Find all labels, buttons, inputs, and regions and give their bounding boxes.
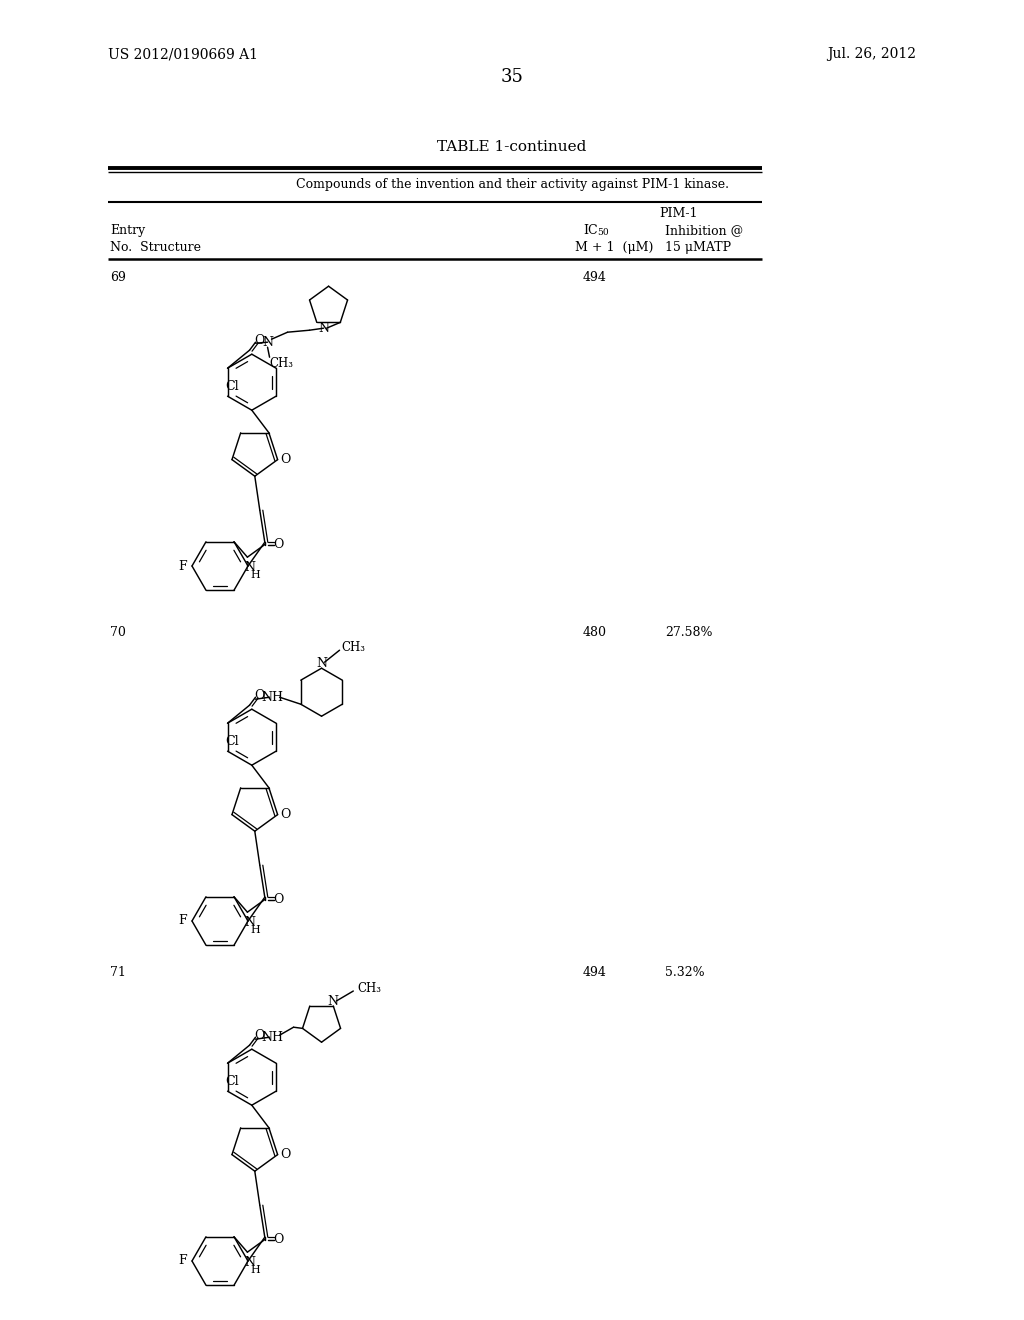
Text: Entry: Entry [110, 224, 145, 238]
Text: N: N [316, 657, 327, 669]
Text: 70: 70 [110, 626, 126, 639]
Text: N: N [244, 561, 255, 574]
Text: O: O [281, 1148, 291, 1162]
Text: M + 1  (μM): M + 1 (μM) [575, 242, 653, 253]
Text: CH₃: CH₃ [269, 356, 294, 370]
Text: Compounds of the invention and their activity against PIM-1 kinase.: Compounds of the invention and their act… [296, 178, 728, 191]
Text: O: O [273, 539, 284, 550]
Text: 494: 494 [583, 271, 607, 284]
Text: H: H [251, 925, 260, 935]
Text: H: H [251, 1265, 260, 1275]
Text: O: O [254, 689, 265, 702]
Text: N: N [318, 322, 329, 335]
Text: CH₃: CH₃ [357, 982, 381, 994]
Text: 50: 50 [597, 228, 608, 238]
Text: IC: IC [583, 224, 598, 238]
Text: O: O [273, 1233, 284, 1246]
Text: Cl: Cl [225, 380, 240, 393]
Text: 494: 494 [583, 966, 607, 979]
Text: N: N [328, 994, 339, 1007]
Text: 15 μMATP: 15 μMATP [665, 242, 731, 253]
Text: 71: 71 [110, 966, 126, 979]
Text: CH₃: CH₃ [342, 640, 366, 653]
Text: 5.32%: 5.32% [665, 966, 705, 979]
Text: F: F [178, 1254, 187, 1267]
Text: Jul. 26, 2012: Jul. 26, 2012 [827, 48, 916, 61]
Text: O: O [254, 334, 265, 347]
Text: 69: 69 [110, 271, 126, 284]
Text: O: O [281, 808, 291, 821]
Text: 27.58%: 27.58% [665, 626, 713, 639]
Text: O: O [281, 453, 291, 466]
Text: NH: NH [261, 690, 284, 704]
Text: NH: NH [261, 1031, 284, 1044]
Text: N: N [244, 916, 255, 929]
Text: 480: 480 [583, 626, 607, 639]
Text: F: F [178, 560, 187, 573]
Text: US 2012/0190669 A1: US 2012/0190669 A1 [108, 48, 258, 61]
Text: O: O [273, 894, 284, 906]
Text: F: F [178, 915, 187, 928]
Text: PIM-1: PIM-1 [659, 207, 697, 220]
Text: TABLE 1-continued: TABLE 1-continued [437, 140, 587, 154]
Text: 35: 35 [501, 69, 523, 86]
Text: O: O [254, 1028, 265, 1041]
Text: Cl: Cl [225, 1074, 240, 1088]
Text: No.  Structure: No. Structure [110, 242, 201, 253]
Text: N: N [244, 1255, 255, 1269]
Text: Inhibition @: Inhibition @ [665, 224, 743, 238]
Text: Cl: Cl [225, 735, 240, 747]
Text: N: N [262, 335, 273, 348]
Text: H: H [251, 570, 260, 581]
